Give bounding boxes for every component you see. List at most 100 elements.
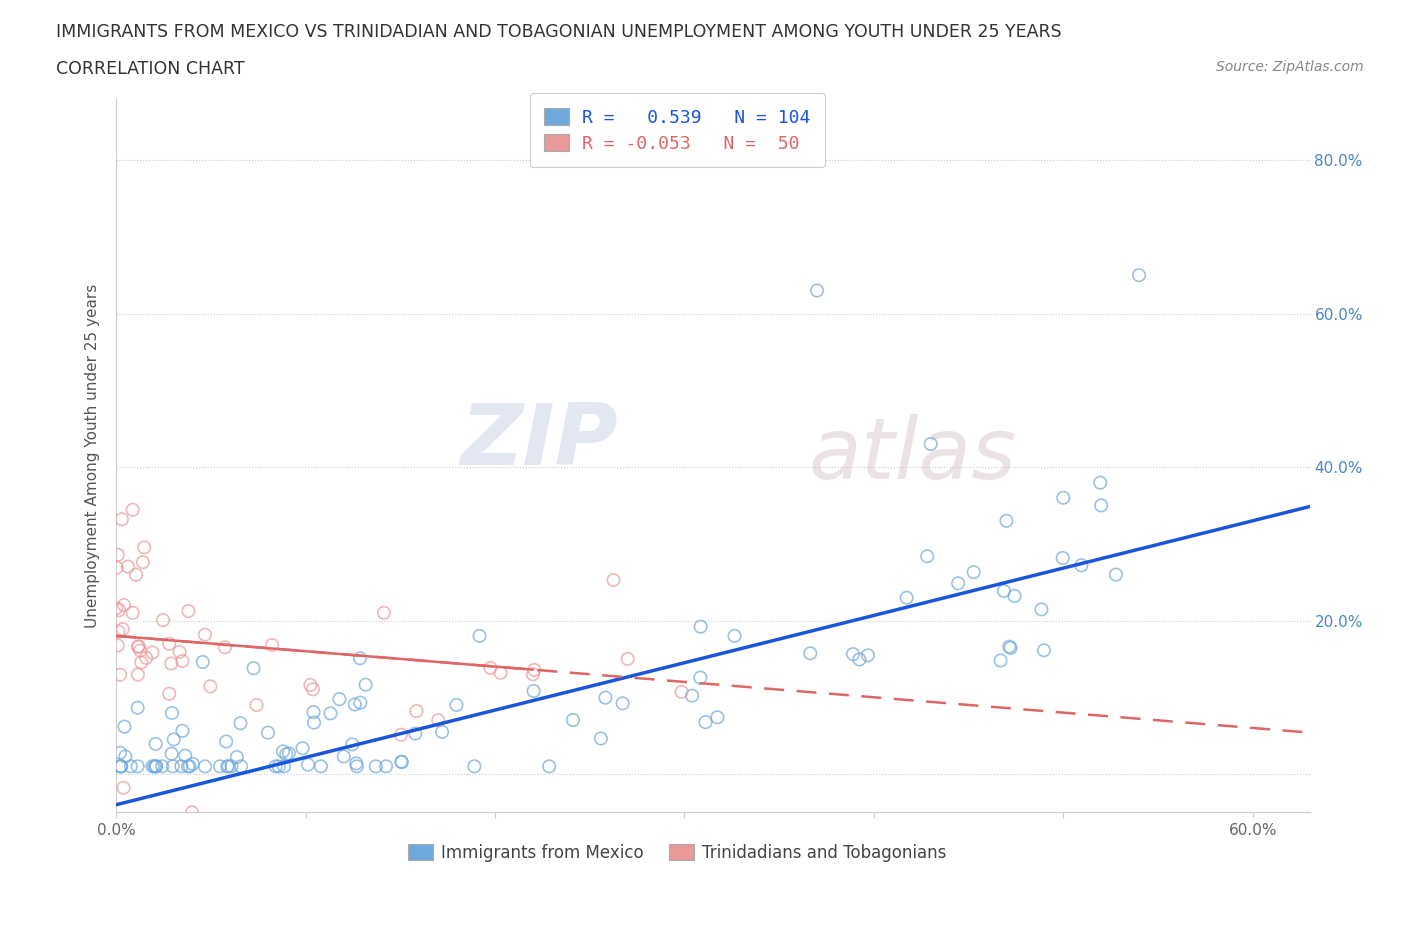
Point	[215, 734, 238, 749]
Point	[373, 605, 395, 620]
Point	[170, 759, 193, 774]
Point	[145, 759, 167, 774]
Point	[125, 567, 148, 582]
Point	[706, 710, 728, 724]
Point	[181, 756, 204, 771]
Point	[257, 725, 280, 740]
Point	[229, 759, 252, 774]
Point	[463, 759, 485, 774]
Text: Source: ZipAtlas.com: Source: ZipAtlas.com	[1216, 60, 1364, 74]
Point	[1052, 490, 1074, 505]
Point	[264, 759, 287, 774]
Point	[297, 757, 319, 772]
Point	[1070, 558, 1092, 573]
Point	[990, 653, 1012, 668]
Point	[695, 714, 717, 729]
Point	[143, 759, 166, 774]
Point	[179, 759, 201, 774]
Point	[723, 629, 745, 644]
Point	[896, 591, 918, 605]
Point	[177, 604, 200, 618]
Point	[150, 759, 173, 774]
Point	[302, 682, 325, 697]
Point	[177, 759, 200, 774]
Point	[998, 639, 1021, 654]
Point	[354, 677, 377, 692]
Point	[208, 759, 231, 774]
Point	[446, 698, 468, 712]
Point	[127, 640, 149, 655]
Text: ZIP: ZIP	[460, 400, 617, 483]
Point	[194, 627, 217, 642]
Point	[112, 780, 135, 795]
Point	[1090, 475, 1112, 490]
Point	[163, 732, 186, 747]
Point	[108, 668, 131, 683]
Point	[391, 754, 413, 769]
Point	[344, 756, 367, 771]
Point	[799, 645, 821, 660]
Point	[427, 713, 450, 728]
Point	[595, 690, 617, 705]
Point	[856, 648, 879, 663]
Point	[1004, 589, 1026, 604]
Point	[141, 759, 163, 774]
Point	[1031, 602, 1053, 617]
Point	[602, 573, 624, 588]
Point	[229, 716, 252, 731]
Point	[172, 724, 194, 738]
Point	[523, 662, 546, 677]
Point	[111, 622, 134, 637]
Point	[915, 549, 938, 564]
Point	[302, 705, 325, 720]
Point	[262, 638, 284, 653]
Point	[157, 686, 180, 701]
Point	[145, 737, 167, 751]
Point	[194, 759, 217, 774]
Point	[299, 678, 322, 693]
Point	[523, 684, 546, 698]
Point	[110, 759, 132, 774]
Point	[107, 624, 129, 639]
Point	[121, 502, 143, 517]
Point	[152, 613, 174, 628]
Point	[162, 759, 184, 774]
Point	[120, 759, 142, 774]
Point	[1128, 268, 1150, 283]
Point	[364, 759, 387, 774]
Point	[107, 548, 129, 563]
Point	[129, 644, 152, 658]
Point	[110, 759, 132, 774]
Point	[157, 636, 180, 651]
Point	[141, 645, 163, 660]
Point	[117, 559, 139, 574]
Point	[848, 652, 870, 667]
Point	[267, 759, 290, 774]
Point	[946, 576, 969, 591]
Point	[112, 598, 135, 613]
Point	[522, 667, 544, 682]
Text: IMMIGRANTS FROM MEXICO VS TRINIDADIAN AND TOBAGONIAN UNEMPLOYMENT AMONG YOUTH UN: IMMIGRANTS FROM MEXICO VS TRINIDADIAN AN…	[56, 23, 1062, 41]
Point	[114, 749, 136, 764]
Point	[671, 684, 693, 699]
Point	[129, 655, 152, 670]
Point	[389, 754, 412, 769]
Point	[105, 601, 128, 616]
Point	[121, 605, 143, 620]
Point	[217, 759, 239, 774]
Point	[169, 644, 191, 659]
Point	[245, 698, 267, 712]
Point	[479, 660, 502, 675]
Point	[225, 750, 247, 764]
Point	[562, 712, 585, 727]
Point	[332, 749, 354, 764]
Point	[309, 759, 332, 774]
Point	[217, 759, 239, 774]
Point	[612, 696, 634, 711]
Point	[108, 603, 131, 618]
Point	[963, 565, 986, 579]
Point	[1052, 551, 1074, 565]
Point	[191, 655, 214, 670]
Point	[276, 747, 298, 762]
Point	[291, 741, 314, 756]
